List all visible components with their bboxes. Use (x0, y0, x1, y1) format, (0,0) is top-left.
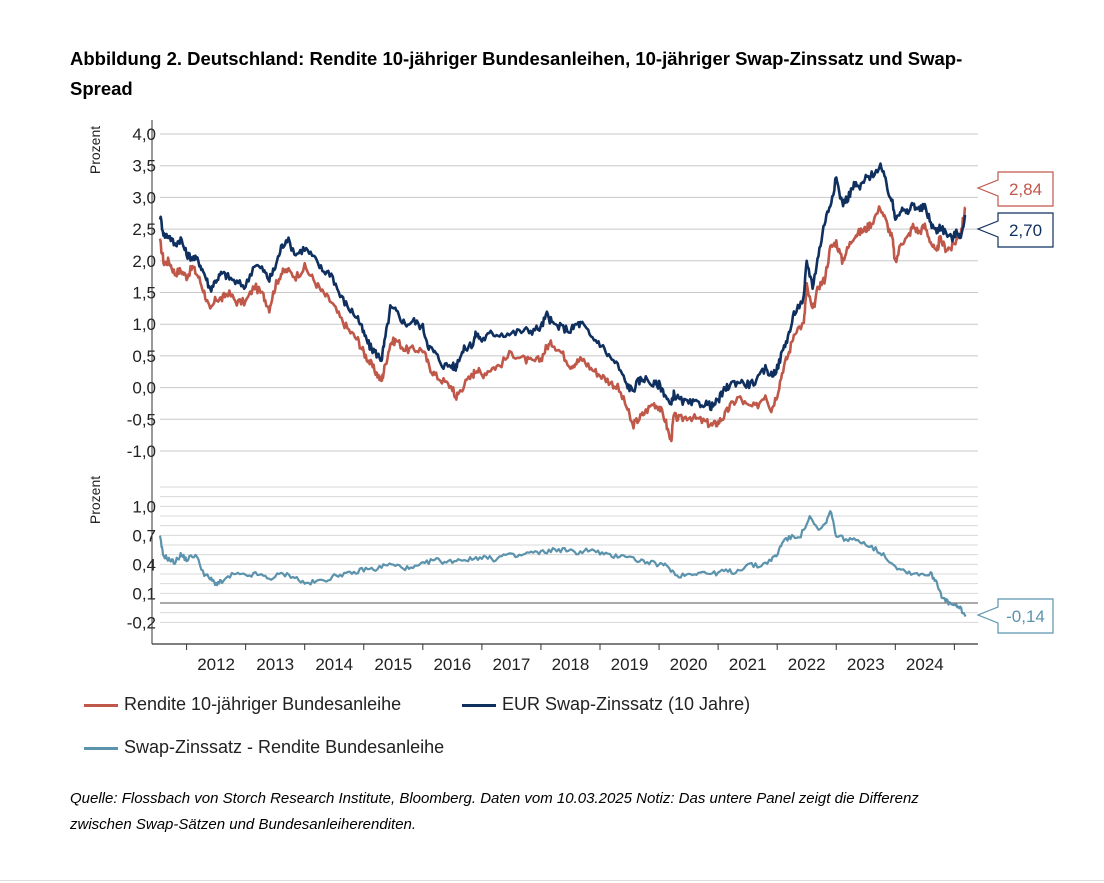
top-ytick-label: 1,0 (132, 315, 156, 334)
x-tick-label: 2019 (611, 655, 649, 674)
callout-spread-box (976, 598, 1054, 634)
bottom-ytick-label: 1,0 (132, 497, 156, 516)
legend-label-swap: EUR Swap-Zinssatz (10 Jahre) (502, 694, 751, 714)
x-tick-label: 2012 (197, 655, 235, 674)
chart-title: Abbildung 2. Deutschland: Rendite 10-jäh… (70, 48, 963, 99)
top-ytick-label: 2,5 (132, 220, 156, 239)
top-ytick-label: 4,0 (132, 125, 156, 144)
legend-swatch-swap (462, 703, 496, 707)
x-tick-label: 2020 (670, 655, 708, 674)
bund-line (158, 205, 967, 443)
top-ytick-label: 2,0 (132, 252, 156, 271)
legend-swatch-spread (84, 746, 118, 750)
top-ytick-label: 3,0 (132, 188, 156, 207)
top-ytick-label: -0,5 (127, 410, 156, 429)
x-tick-label: 2013 (256, 655, 294, 674)
legend-swatch-bund (84, 703, 118, 707)
legend-item-spread: Swap-Zinssatz - Rendite Bundesanleihe (84, 737, 444, 758)
callout-spread-label: -0,14 (1006, 607, 1045, 626)
top-ylabel: Prozent (87, 126, 103, 174)
x-tick-label: 2023 (847, 655, 885, 674)
top-ytick-label: -1,0 (127, 442, 156, 461)
callout-bund-label: 2,84 (1009, 180, 1042, 199)
top-ytick-label: 3,5 (132, 157, 156, 176)
x-tick-label: 2022 (788, 655, 826, 674)
x-tick-label: 2024 (906, 655, 944, 674)
bottom-ytick-label: 0,1 (132, 584, 156, 603)
swap-line (158, 162, 967, 412)
top-ytick-label: 0,5 (132, 347, 156, 366)
x-tick-label: 2016 (433, 655, 471, 674)
x-tick-label: 2018 (552, 655, 590, 674)
callout-bund-box (976, 171, 1054, 207)
callout-swap-box (976, 212, 1054, 248)
legend-label-spread: Swap-Zinssatz - Rendite Bundesanleihe (124, 737, 445, 757)
bottom-ytick-label: 0,7 (132, 526, 156, 545)
legend-label-bund: Rendite 10-jähriger Bundesanleihe (124, 694, 402, 714)
x-tick-label: 2015 (374, 655, 412, 674)
bottom-ylabel: Prozent (87, 476, 103, 524)
legend-item-swap: EUR Swap-Zinssatz (10 Jahre) (462, 694, 750, 715)
bottom-ytick-label: 0,4 (132, 555, 156, 574)
x-tick-label: 2021 (729, 655, 767, 674)
spread-line (158, 510, 967, 618)
top-ytick-label: 1,5 (132, 284, 156, 303)
legend-item-bund: Rendite 10-jähriger Bundesanleihe (84, 694, 401, 715)
source-note: Quelle: Flossbach von Storch Research In… (70, 790, 919, 833)
bottom-ytick-label: -0,2 (127, 613, 156, 632)
callout-swap-label: 2,70 (1009, 221, 1042, 240)
bottom-divider (0, 880, 1104, 881)
top-ytick-label: 0,0 (132, 379, 156, 398)
x-tick-label: 2014 (315, 655, 353, 674)
x-tick-label: 2017 (493, 655, 531, 674)
